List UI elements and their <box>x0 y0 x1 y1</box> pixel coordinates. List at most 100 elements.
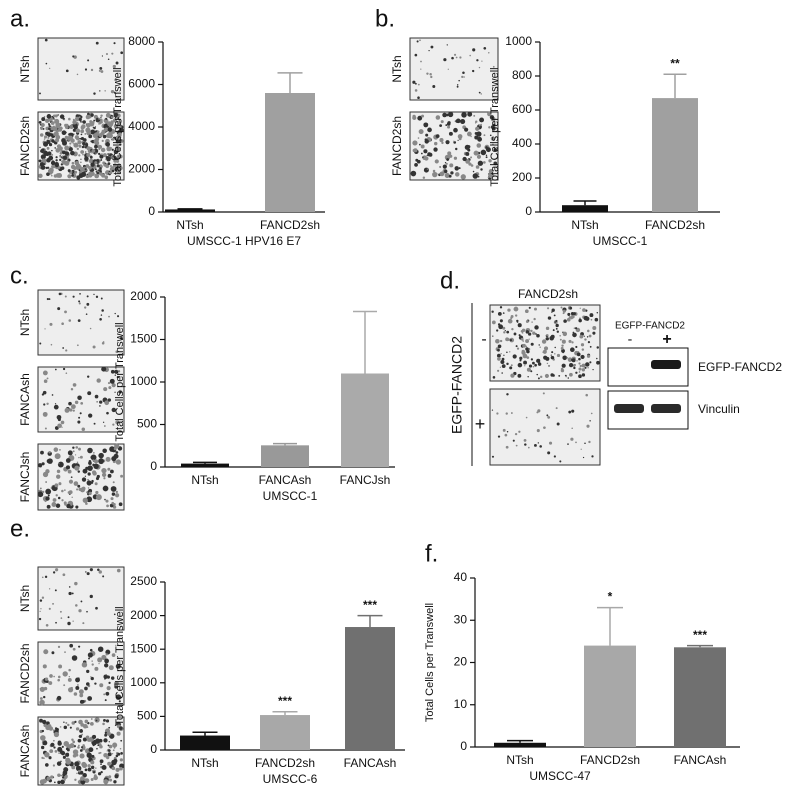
cell-dot <box>470 156 473 159</box>
cell-dot <box>516 319 519 323</box>
cell-dot <box>53 746 56 749</box>
cell-dot <box>79 455 83 459</box>
cell-dot <box>112 749 115 752</box>
cell-dot <box>506 362 509 366</box>
bar <box>652 98 698 212</box>
cell-dot <box>105 52 109 56</box>
bar <box>341 373 389 467</box>
cell-dot <box>507 308 511 312</box>
cell-dot <box>498 324 504 330</box>
cell-dot <box>102 341 105 343</box>
cell-dot <box>555 407 558 410</box>
cell-dot <box>547 415 551 419</box>
cell-dot <box>91 718 93 720</box>
cell-dot <box>517 323 522 328</box>
cell-dot <box>584 366 587 369</box>
cell-dot <box>534 325 539 330</box>
cell-dot <box>108 315 110 318</box>
cell-dot <box>109 503 114 508</box>
cell-dot <box>478 66 481 69</box>
error-bar <box>687 644 713 648</box>
cell-dot <box>37 463 43 468</box>
cell-dot <box>80 161 82 164</box>
cell-dot <box>596 360 600 365</box>
cell-dot <box>44 499 47 503</box>
cell-dot <box>75 116 80 122</box>
cell-dot <box>439 124 443 128</box>
cell-dot <box>450 171 454 175</box>
cell-dot <box>78 689 84 695</box>
image-label: FANCD2sh <box>18 116 32 176</box>
cell-dot <box>78 487 82 492</box>
cell-dot <box>63 684 66 687</box>
cell-dot <box>96 474 100 479</box>
cell-dot <box>546 414 549 417</box>
cell-dot <box>104 658 110 664</box>
cell-dot <box>579 307 581 309</box>
cell-dot <box>40 154 46 160</box>
cell-dot <box>111 766 116 771</box>
cell-dot <box>501 372 503 374</box>
cell-dot <box>75 677 80 683</box>
cell-dot <box>112 481 115 484</box>
cell-dot <box>449 163 454 168</box>
cell-dot <box>106 504 109 508</box>
cell-dot <box>459 56 462 59</box>
cell-dot <box>511 412 513 414</box>
cell-dot <box>71 655 78 661</box>
x-tick-label: FANCD2sh <box>645 218 705 232</box>
cell-dot <box>52 498 57 502</box>
cell-dot <box>462 156 467 162</box>
cell-dot <box>74 170 78 174</box>
cell-dot <box>50 775 54 779</box>
x-tick-label: NTsh <box>571 218 598 232</box>
cell-dot <box>71 161 75 165</box>
cell-dot <box>120 51 124 55</box>
cell-dot <box>64 295 67 298</box>
cell-dot <box>84 132 87 135</box>
cell-dot <box>105 719 110 723</box>
error-bar <box>573 200 597 206</box>
cell-dot <box>579 364 582 368</box>
cell-dot <box>82 772 87 778</box>
cell-dot <box>467 145 471 149</box>
cell-dot <box>76 147 79 151</box>
cell-dot <box>82 120 86 124</box>
cell-dot <box>115 644 117 647</box>
cell-dot <box>118 700 121 703</box>
image-label: FANCAsh <box>18 725 32 778</box>
cell-dot <box>111 383 116 388</box>
cell-dot <box>68 586 71 588</box>
cell-dot <box>414 53 418 57</box>
cell-dot <box>115 754 119 758</box>
cell-dot <box>487 176 490 179</box>
cell-dot <box>423 149 428 154</box>
cell-dot <box>506 351 508 353</box>
band-label: Vinculin <box>698 402 740 416</box>
cell-dot <box>57 496 61 500</box>
cell-dot <box>61 489 64 493</box>
cell-dot <box>64 135 69 140</box>
cell-dot <box>572 332 577 338</box>
cell-dot <box>589 420 591 422</box>
cell-dot <box>448 174 452 178</box>
cell-dot <box>560 346 564 350</box>
cell-dot <box>581 368 586 372</box>
cell-dot <box>112 64 116 69</box>
cell-dot <box>100 297 103 300</box>
cell-dot <box>88 165 92 170</box>
cell-dot <box>57 773 61 778</box>
cell-dot <box>79 292 81 295</box>
cell-dot <box>95 41 99 45</box>
cell-dot <box>54 781 56 784</box>
cell-dot <box>49 749 54 754</box>
cell-dot <box>548 441 553 445</box>
cell-dot <box>79 137 82 140</box>
cell-dot <box>72 143 74 145</box>
cell-dot <box>111 653 116 657</box>
x-tick-label: NTsh <box>191 473 218 487</box>
cell-dot <box>98 152 101 155</box>
cell-dot <box>426 154 428 157</box>
cell-dot <box>448 131 453 136</box>
cell-dot <box>102 485 109 492</box>
